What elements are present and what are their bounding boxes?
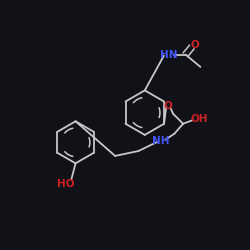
Text: HN: HN [160,50,177,59]
Text: HO: HO [57,179,74,189]
Text: NH: NH [152,136,170,146]
Text: O: O [164,102,173,112]
Text: O: O [190,40,199,50]
Text: OH: OH [190,114,208,124]
